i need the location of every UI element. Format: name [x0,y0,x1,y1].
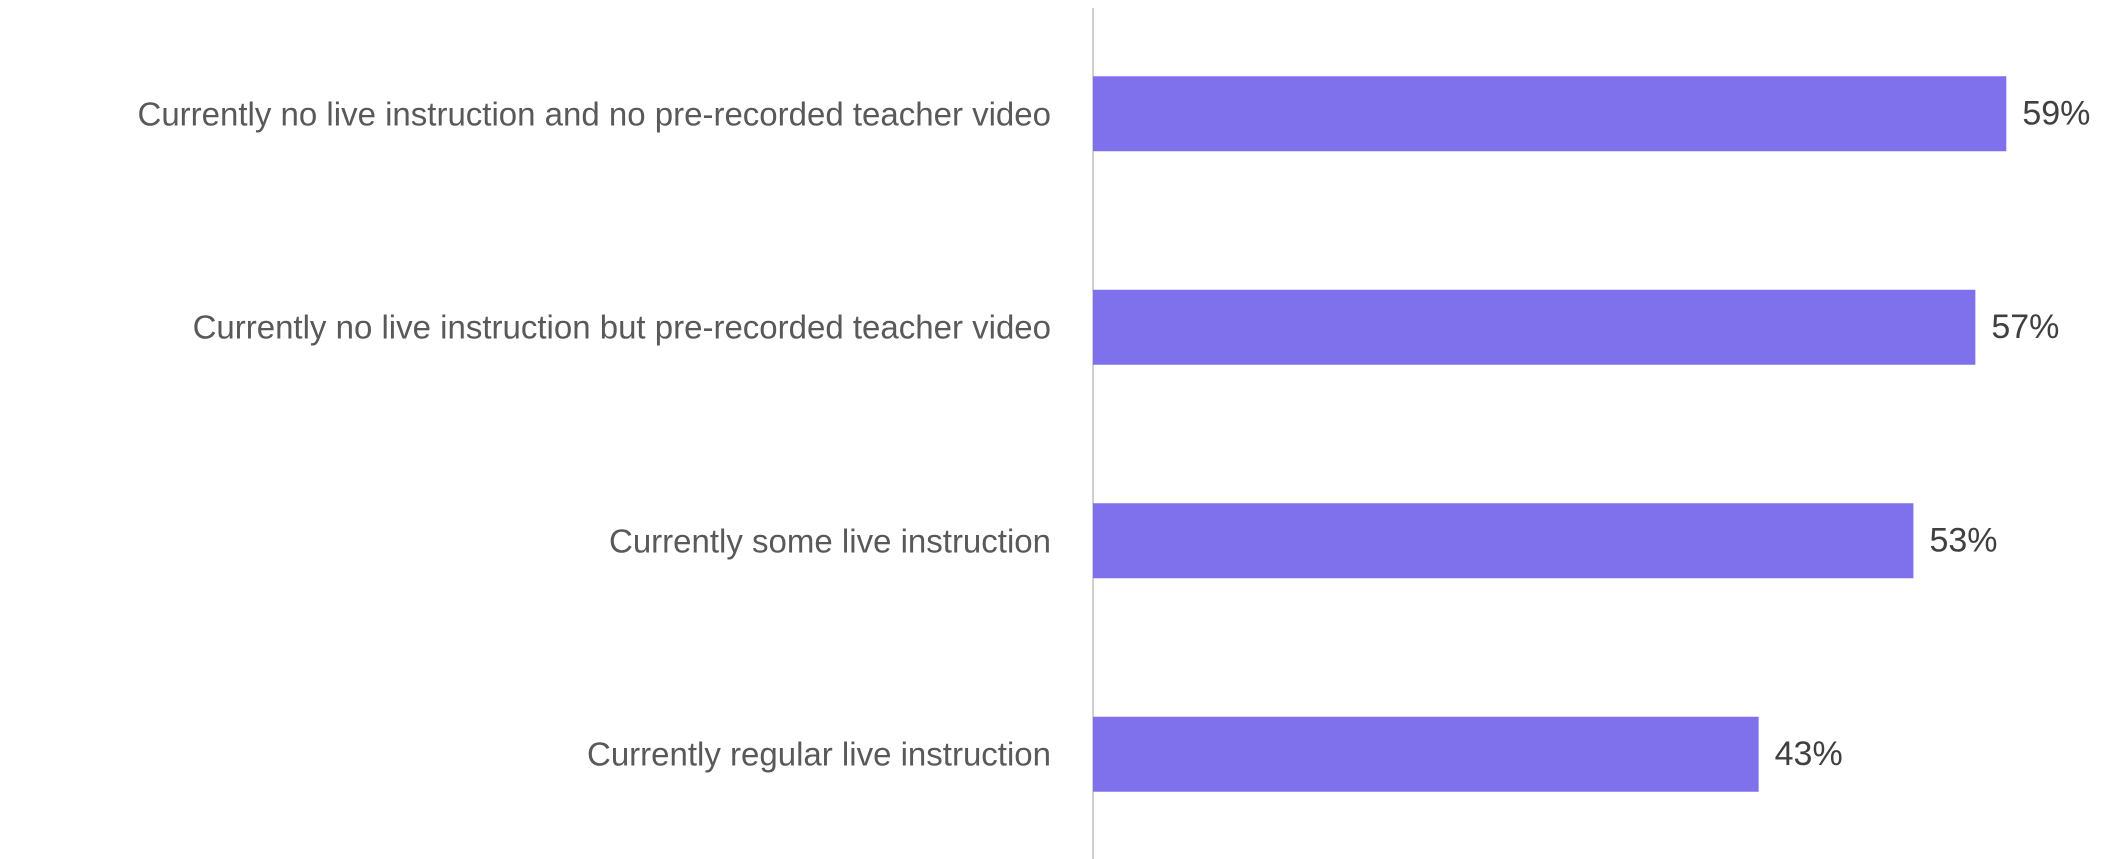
data-label: 59% [2022,95,2090,133]
category-label: Currently regular live instruction [586,735,1051,773]
category-label: Currently some live instruction [609,522,1051,560]
data-label: 43% [1775,735,1843,773]
category-label: Currently no live instruction but pre-re… [192,308,1051,346]
bar [1093,289,1976,365]
bar [1093,76,2007,152]
bar [1093,716,1759,792]
category-label: Currently no live instruction and no pre… [137,95,1052,133]
bar [1093,503,1914,579]
data-label: 53% [1929,522,1997,560]
data-label: 57% [1991,308,2059,346]
